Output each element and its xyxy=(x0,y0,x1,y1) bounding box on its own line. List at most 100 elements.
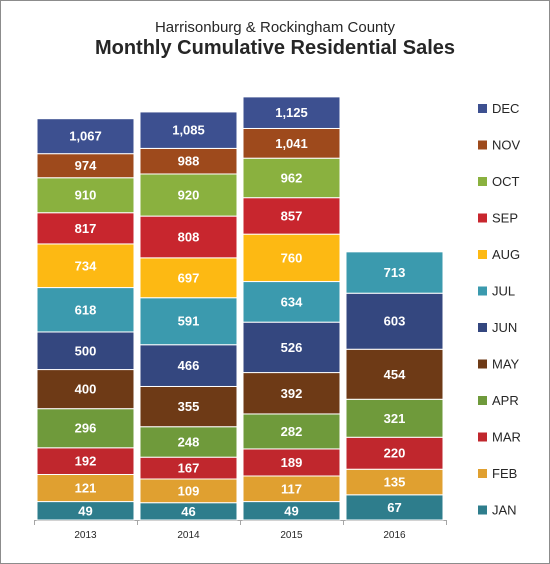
bar-segment-nov-2013 xyxy=(36,153,135,179)
legend-label-aug: AUG xyxy=(492,247,520,262)
data-label-apr-2015: 282 xyxy=(281,424,303,439)
legend-swatch-oct xyxy=(478,177,487,186)
data-label-feb-2016: 135 xyxy=(384,475,406,490)
legend-label-sep: SEP xyxy=(492,211,518,226)
data-label-may-2013: 400 xyxy=(75,382,97,397)
data-label-mar-2016: 220 xyxy=(384,446,406,461)
legend-label-dec: DEC xyxy=(492,101,519,116)
bar-segment-aug-2014 xyxy=(139,257,238,299)
x-tick-label-2015: 2015 xyxy=(280,530,303,541)
data-label-may-2015: 392 xyxy=(281,386,303,401)
data-label-jun-2013: 500 xyxy=(75,343,97,358)
data-label-sep-2013: 817 xyxy=(75,221,97,236)
legend-label-mar: MAR xyxy=(492,430,521,445)
data-label-jul-2015: 634 xyxy=(281,294,303,309)
chart-subtitle: Harrisonburg & Rockingham County xyxy=(154,19,396,36)
data-label-sep-2015: 857 xyxy=(281,208,303,223)
bar-segment-nov-2014 xyxy=(139,147,238,175)
data-label-aug-2013: 734 xyxy=(75,258,97,273)
legend-swatch-sep xyxy=(478,213,487,223)
legend-swatch-may xyxy=(478,359,487,369)
legend-label-jun: JUN xyxy=(492,320,517,335)
data-label-dec-2013: 1,067 xyxy=(69,129,102,144)
data-label-mar-2015: 189 xyxy=(281,455,303,470)
bar-segment-jul-2014 xyxy=(139,297,238,346)
legend-label-feb: FEB xyxy=(492,466,517,481)
data-label-oct-2014: 920 xyxy=(178,188,200,203)
bar-segment-apr-2016 xyxy=(345,398,444,438)
data-label-nov-2013: 974 xyxy=(75,158,97,173)
data-label-feb-2013: 121 xyxy=(75,481,97,496)
data-label-jul-2014: 591 xyxy=(178,314,200,329)
data-label-apr-2014: 248 xyxy=(178,434,200,449)
data-label-apr-2016: 321 xyxy=(384,411,406,426)
legend-swatch-dec xyxy=(478,104,487,113)
legend-swatch-mar xyxy=(478,432,487,442)
data-label-aug-2015: 760 xyxy=(281,250,303,265)
x-tick-label-2016: 2016 xyxy=(383,530,406,541)
legend-swatch-jun xyxy=(478,323,487,332)
data-label-nov-2014: 988 xyxy=(178,154,200,169)
legend-label-oct: OCT xyxy=(492,174,520,189)
bar-segment-apr-2015 xyxy=(242,413,341,450)
data-label-oct-2013: 910 xyxy=(75,188,97,203)
data-label-jan-2015: 49 xyxy=(284,503,298,518)
data-label-may-2014: 355 xyxy=(178,399,200,414)
bar-segment-may-2014 xyxy=(139,385,238,428)
bar-segment-feb-2016 xyxy=(345,468,444,496)
data-label-aug-2014: 697 xyxy=(178,270,200,285)
data-label-mar-2014: 167 xyxy=(178,461,200,476)
bar-segment-apr-2014 xyxy=(139,426,238,458)
bar-segment-feb-2013 xyxy=(36,473,135,503)
bar-segment-may-2015 xyxy=(242,372,341,415)
data-label-jan-2014: 46 xyxy=(181,504,195,519)
bar-segment-dec-2015 xyxy=(242,96,341,129)
data-label-sep-2014: 808 xyxy=(178,229,200,244)
data-label-dec-2014: 1,085 xyxy=(172,123,205,138)
bar-segment-sep-2013 xyxy=(36,212,135,245)
chart-title: Monthly Cumulative Residential Sales xyxy=(94,37,456,59)
data-label-jun-2015: 526 xyxy=(281,340,303,355)
legend-label-apr: APR xyxy=(492,393,519,408)
legend-swatch-nov xyxy=(478,140,487,150)
bar-segment-jul-2016 xyxy=(345,251,444,294)
data-label-mar-2013: 192 xyxy=(75,454,97,469)
data-label-jul-2013: 618 xyxy=(75,302,97,317)
data-label-feb-2014: 109 xyxy=(178,483,200,498)
data-label-dec-2015: 1,125 xyxy=(275,105,308,120)
legend-label-jul: JUL xyxy=(492,284,515,299)
x-tick-label-2013: 2013 xyxy=(74,530,97,541)
data-label-may-2016: 454 xyxy=(384,367,406,382)
data-label-jun-2014: 466 xyxy=(178,358,200,373)
data-label-oct-2015: 962 xyxy=(281,170,303,185)
bar-segment-jul-2013 xyxy=(36,287,135,333)
data-label-nov-2015: 1,041 xyxy=(275,136,308,151)
bar-segment-sep-2014 xyxy=(139,215,238,259)
data-label-jul-2016: 713 xyxy=(384,265,406,280)
bar-segment-oct-2015 xyxy=(242,157,341,199)
data-label-apr-2013: 296 xyxy=(75,421,97,436)
bar-segment-dec-2013 xyxy=(36,118,135,155)
legend-label-jan: JAN xyxy=(492,503,517,518)
legend-label-may: MAY xyxy=(492,357,520,372)
legend-swatch-jul xyxy=(478,286,487,296)
legend-label-nov: NOV xyxy=(492,138,521,153)
data-label-jun-2016: 603 xyxy=(384,314,406,329)
legend-swatch-apr xyxy=(478,396,487,405)
bar-segment-jun-2016 xyxy=(345,292,444,350)
bar-segment-apr-2013 xyxy=(36,408,135,449)
bar-segment-dec-2014 xyxy=(139,111,238,149)
x-tick-label-2014: 2014 xyxy=(177,530,200,541)
legend-swatch-jan xyxy=(478,505,487,515)
bar-segment-jun-2015 xyxy=(242,321,341,374)
legend-swatch-aug xyxy=(478,250,487,259)
bar-segment-aug-2013 xyxy=(36,243,135,289)
legend-swatch-feb xyxy=(478,469,487,478)
data-label-jan-2016: 67 xyxy=(387,500,401,515)
bar-segment-jan-2016 xyxy=(345,494,444,521)
data-label-feb-2015: 117 xyxy=(281,481,302,496)
data-label-jan-2013: 49 xyxy=(78,503,92,518)
bar-segment-jun-2014 xyxy=(139,344,238,387)
bar-segment-oct-2013 xyxy=(36,177,135,214)
